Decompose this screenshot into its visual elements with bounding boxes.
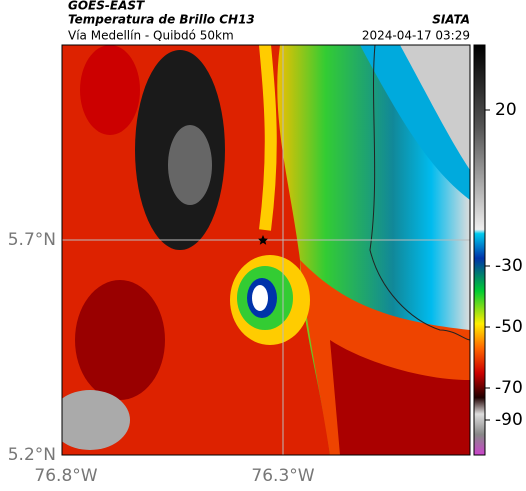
lat-label: 5.7°N xyxy=(8,230,56,250)
colorbar xyxy=(473,44,486,456)
colorbar-tick-label: -70 xyxy=(495,378,523,398)
colorbar-tick-label: -90 xyxy=(495,410,523,430)
datetime: 2024-04-17 03:29 xyxy=(362,29,470,43)
source: SIATA xyxy=(432,13,470,27)
lon-label: 76.3°W xyxy=(251,466,314,486)
lat-label: 5.2°N xyxy=(8,445,56,465)
satellite-image xyxy=(62,45,470,455)
product: Temperatura de Brillo CH13 xyxy=(68,13,255,27)
map-frame xyxy=(61,44,471,456)
colorbar-ticks: 20 -30 -50 -70 -90 xyxy=(485,100,523,430)
lon-label: 76.8°W xyxy=(34,466,97,486)
satellite: GOES-EAST xyxy=(68,0,145,13)
colorbar-tick-label: -50 xyxy=(495,317,523,337)
route: Vía Medellín - Quibdó 50km xyxy=(68,29,234,43)
colorbar-tick-label: -30 xyxy=(495,256,523,276)
colorbar-tick-label: 20 xyxy=(495,100,517,120)
